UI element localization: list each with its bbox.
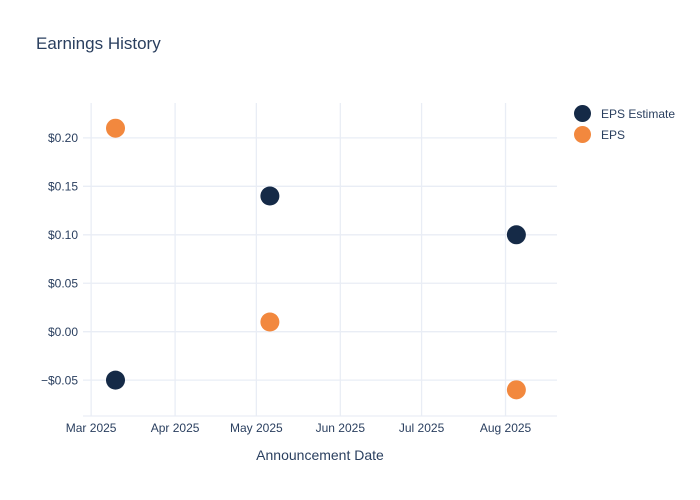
legend-marker-eps-estimate-icon [574, 105, 591, 122]
scatter-point-eps-estimate[interactable] [506, 225, 526, 245]
y-tick-label: $0.10 [48, 228, 78, 242]
x-tick-label: Apr 2025 [151, 421, 200, 435]
y-tick-label: $0.00 [48, 325, 78, 339]
legend-item-eps[interactable]: EPS [574, 126, 675, 143]
y-tick-label: $0.20 [48, 131, 78, 145]
y-tick-label: $0.05 [48, 276, 78, 290]
x-tick-label: Jun 2025 [316, 421, 366, 435]
scatter-point-eps[interactable] [260, 312, 280, 332]
scatter-point-eps-estimate[interactable] [260, 186, 280, 206]
scatter-point-eps[interactable] [106, 118, 126, 138]
legend-label-eps: EPS [601, 127, 626, 142]
y-tick-label: $0.15 [48, 180, 78, 194]
legend-label-eps-estimate: EPS Estimate [601, 106, 676, 121]
chart-title: Earnings History [36, 34, 161, 53]
legend-item-eps-estimate[interactable]: EPS Estimate [574, 105, 675, 122]
x-axis-title: Announcement Date [256, 447, 384, 463]
scatter-point-eps-estimate[interactable] [106, 370, 126, 390]
x-tick-label: Mar 2025 [66, 421, 117, 435]
legend-marker-eps-icon [574, 126, 591, 143]
x-tick-label: May 2025 [230, 421, 283, 435]
x-tick-label: Aug 2025 [480, 421, 532, 435]
x-tick-label: Jul 2025 [399, 421, 445, 435]
scatter-point-eps[interactable] [506, 380, 526, 400]
y-tick-label: −$0.05 [41, 373, 78, 387]
legend: EPS Estimate EPS [574, 105, 675, 147]
